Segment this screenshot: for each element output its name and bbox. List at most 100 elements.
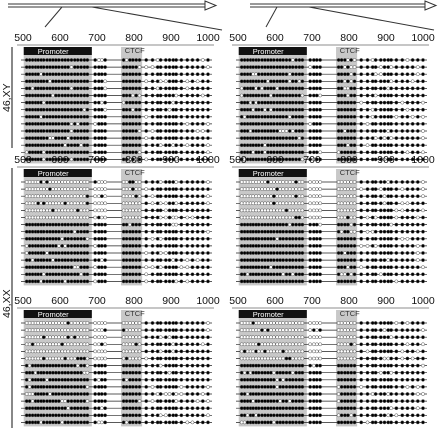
cpg-site: [163, 244, 168, 248]
cpg-site: [158, 187, 163, 191]
cpg-site: [294, 413, 298, 418]
cpg-site: [318, 194, 322, 199]
cpg-site: [200, 201, 205, 206]
cpg-site: [281, 392, 285, 396]
cpg-site: [103, 215, 107, 220]
cpg-site: [167, 100, 172, 105]
cpg-site: [415, 265, 420, 270]
cpg-site: [389, 356, 394, 361]
cpg-site: [131, 187, 135, 191]
cpg-site: [137, 413, 142, 418]
cpg-site: [421, 392, 425, 396]
cpg-site: [415, 114, 420, 119]
cpg-site: [352, 222, 357, 227]
cpg-site: [93, 392, 98, 396]
cpg-site: [150, 385, 155, 389]
cpg-site: [85, 251, 90, 255]
cpg-site: [206, 413, 210, 418]
axis-tick-label: 700: [303, 295, 321, 307]
cpg-site: [131, 321, 135, 325]
cpg-site: [195, 93, 200, 98]
cpg-site: [137, 385, 142, 389]
cpg-site: [124, 58, 129, 62]
cpg-site: [137, 157, 142, 162]
cpg-site: [206, 377, 210, 382]
cpg-site: [389, 72, 394, 77]
cpg-site: [185, 215, 190, 220]
cpg-site: [41, 187, 46, 191]
cpg-site: [124, 321, 129, 325]
cpg-site: [410, 107, 415, 112]
cpg-site: [93, 413, 98, 418]
cpg-site: [131, 342, 135, 347]
cpg-site: [206, 72, 210, 77]
cpg-site: [314, 328, 319, 332]
cpg-site: [389, 143, 394, 148]
cpg-site: [349, 413, 354, 418]
cpg-site: [144, 392, 149, 396]
cpg-site: [85, 377, 90, 382]
cpg-site: [163, 279, 168, 284]
cpg-site: [85, 93, 90, 98]
cpg-site: [41, 349, 46, 354]
cpg-site: [389, 399, 394, 403]
cpg-site: [365, 93, 370, 98]
cpg-site: [365, 122, 370, 126]
cpg-site: [158, 114, 163, 119]
cpg-site: [41, 229, 46, 234]
cpg-site: [284, 363, 289, 368]
cpg-site: [134, 356, 139, 361]
cpg-site: [103, 86, 107, 91]
cpg-site: [93, 342, 98, 347]
cpg-site: [75, 222, 80, 227]
cpg-site: [103, 321, 107, 325]
cpg-site: [79, 180, 83, 184]
cpg-site: [200, 363, 205, 368]
cpg-site: [284, 265, 289, 270]
cpg-site: [346, 222, 350, 227]
cpg-site: [400, 272, 405, 277]
cpg-site: [167, 79, 172, 84]
cpg-site: [349, 93, 354, 98]
cpg-site: [378, 114, 383, 119]
cpg-site: [124, 194, 129, 199]
axis-tick-label: 1000: [411, 295, 435, 307]
cpg-site: [284, 122, 289, 126]
axis-tick-label: 800: [125, 154, 143, 166]
cpg-site: [75, 65, 80, 69]
cpg-site: [103, 342, 107, 347]
cpg-site: [300, 86, 305, 91]
cpg-site: [206, 244, 210, 248]
cpg-site: [389, 413, 394, 418]
cpg-site: [200, 406, 205, 411]
cpg-site: [85, 413, 90, 418]
cpg-site: [314, 251, 319, 255]
cpg-site: [131, 258, 135, 262]
cpg-site: [167, 349, 172, 354]
cpg-site: [131, 58, 135, 62]
cpg-site: [195, 65, 200, 69]
cpg-site: [124, 143, 129, 148]
cpg-site: [314, 272, 319, 277]
cpg-site: [41, 377, 46, 382]
cpg-site: [206, 265, 210, 270]
cpg-site: [144, 321, 149, 325]
cpg-site: [134, 342, 139, 347]
cpg-site: [144, 251, 149, 255]
cpg-site: [359, 208, 364, 213]
cpg-site: [134, 399, 139, 403]
cpg-site: [300, 136, 305, 140]
cpg-site: [190, 208, 195, 213]
cpg-site: [144, 377, 149, 382]
cpg-site: [195, 143, 200, 148]
cpg-site: [57, 279, 61, 284]
cpg-site: [75, 136, 80, 140]
cpg-site: [314, 258, 319, 262]
cpg-site: [300, 363, 305, 368]
cpg-site: [339, 201, 344, 206]
cpg-site: [389, 258, 394, 262]
cpg-site: [352, 136, 357, 140]
cpg-site: [410, 122, 415, 126]
cpg-site: [389, 122, 394, 126]
cpg-site: [179, 215, 184, 220]
